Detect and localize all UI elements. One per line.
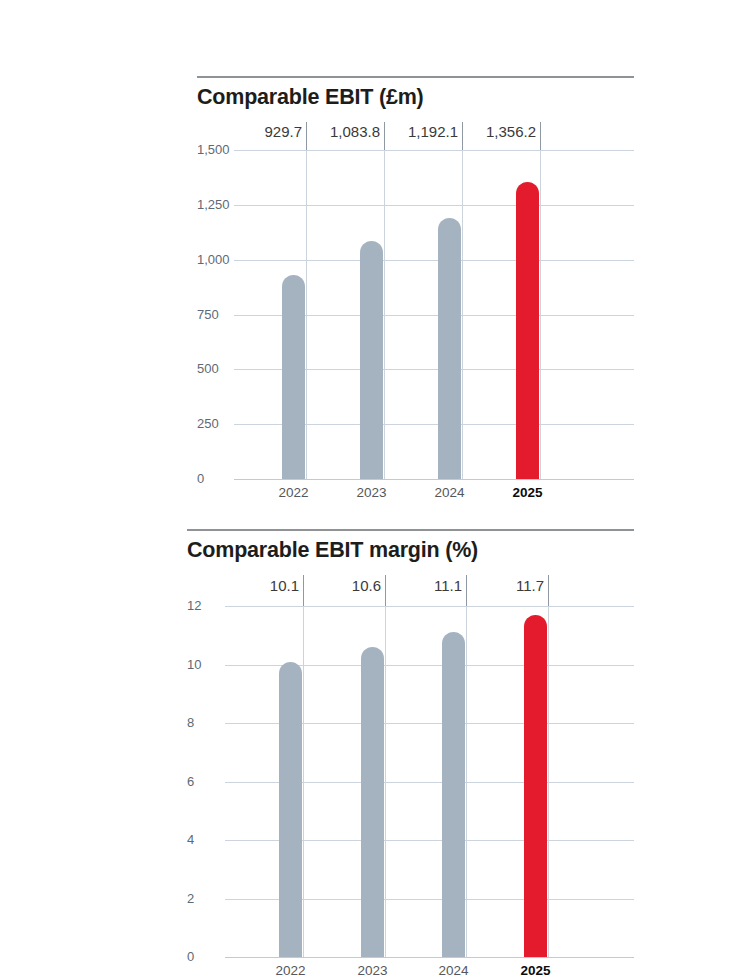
y-axis-tick-label: 1,500 <box>197 142 230 157</box>
x-axis-year-label: 2025 <box>486 963 586 978</box>
bar-2022 <box>279 662 302 957</box>
bar-2025 <box>516 182 539 479</box>
y-axis-tick-label: 500 <box>197 361 219 376</box>
y-axis-tick-label: 8 <box>187 715 194 730</box>
column-gridline <box>462 150 463 479</box>
value-label-tick <box>540 122 541 150</box>
y-axis-tick-label: 250 <box>197 416 219 431</box>
bar-2024 <box>438 218 461 479</box>
y-gridline <box>234 150 634 151</box>
column-gridline <box>303 606 304 957</box>
y-gridline <box>225 957 634 958</box>
value-label: 11.7 <box>424 577 544 594</box>
y-axis-tick-label: 0 <box>187 949 194 964</box>
y-gridline <box>234 205 634 206</box>
y-gridline <box>225 606 634 607</box>
chart-comparable-ebit: Comparable EBIT (£m) 1,5001,2501,0007505… <box>197 76 634 506</box>
chart-comparable-ebit-margin: Comparable EBIT margin (%) 12108642010.1… <box>187 529 634 979</box>
column-gridline <box>384 150 385 479</box>
y-axis-tick-label: 750 <box>197 307 219 322</box>
chart-title: Comparable EBIT (£m) <box>197 85 424 110</box>
plot-area: 1,5001,2501,0007505002500929.720221,083.… <box>234 150 634 479</box>
y-gridline <box>234 479 634 480</box>
bar-2023 <box>360 241 383 479</box>
y-gridline <box>234 260 634 261</box>
bar-2024 <box>442 632 465 957</box>
chart-top-rule <box>197 76 634 78</box>
column-gridline <box>466 606 467 957</box>
bar-2023 <box>361 647 384 957</box>
plot-area: 12108642010.1202210.6202311.1202411.7202… <box>225 606 634 957</box>
y-axis-tick-label: 1,000 <box>197 252 230 267</box>
y-axis-tick-label: 6 <box>187 774 194 789</box>
chart-top-rule <box>187 529 634 531</box>
y-axis-tick-label: 0 <box>197 471 204 486</box>
y-axis-tick-label: 12 <box>187 598 201 613</box>
y-axis-tick-label: 4 <box>187 832 194 847</box>
bar-2025 <box>524 615 547 957</box>
column-gridline <box>306 150 307 479</box>
column-gridline <box>540 150 541 479</box>
x-axis-year-label: 2025 <box>478 485 578 500</box>
y-axis-tick-label: 10 <box>187 657 201 672</box>
column-gridline <box>548 606 549 957</box>
chart-title: Comparable EBIT margin (%) <box>187 538 478 563</box>
column-gridline <box>385 606 386 957</box>
value-label-tick <box>548 575 549 606</box>
value-label: 1,356.2 <box>416 123 536 140</box>
y-axis-tick-label: 1,250 <box>197 197 230 212</box>
bar-2022 <box>282 275 305 479</box>
y-axis-tick-label: 2 <box>187 891 194 906</box>
